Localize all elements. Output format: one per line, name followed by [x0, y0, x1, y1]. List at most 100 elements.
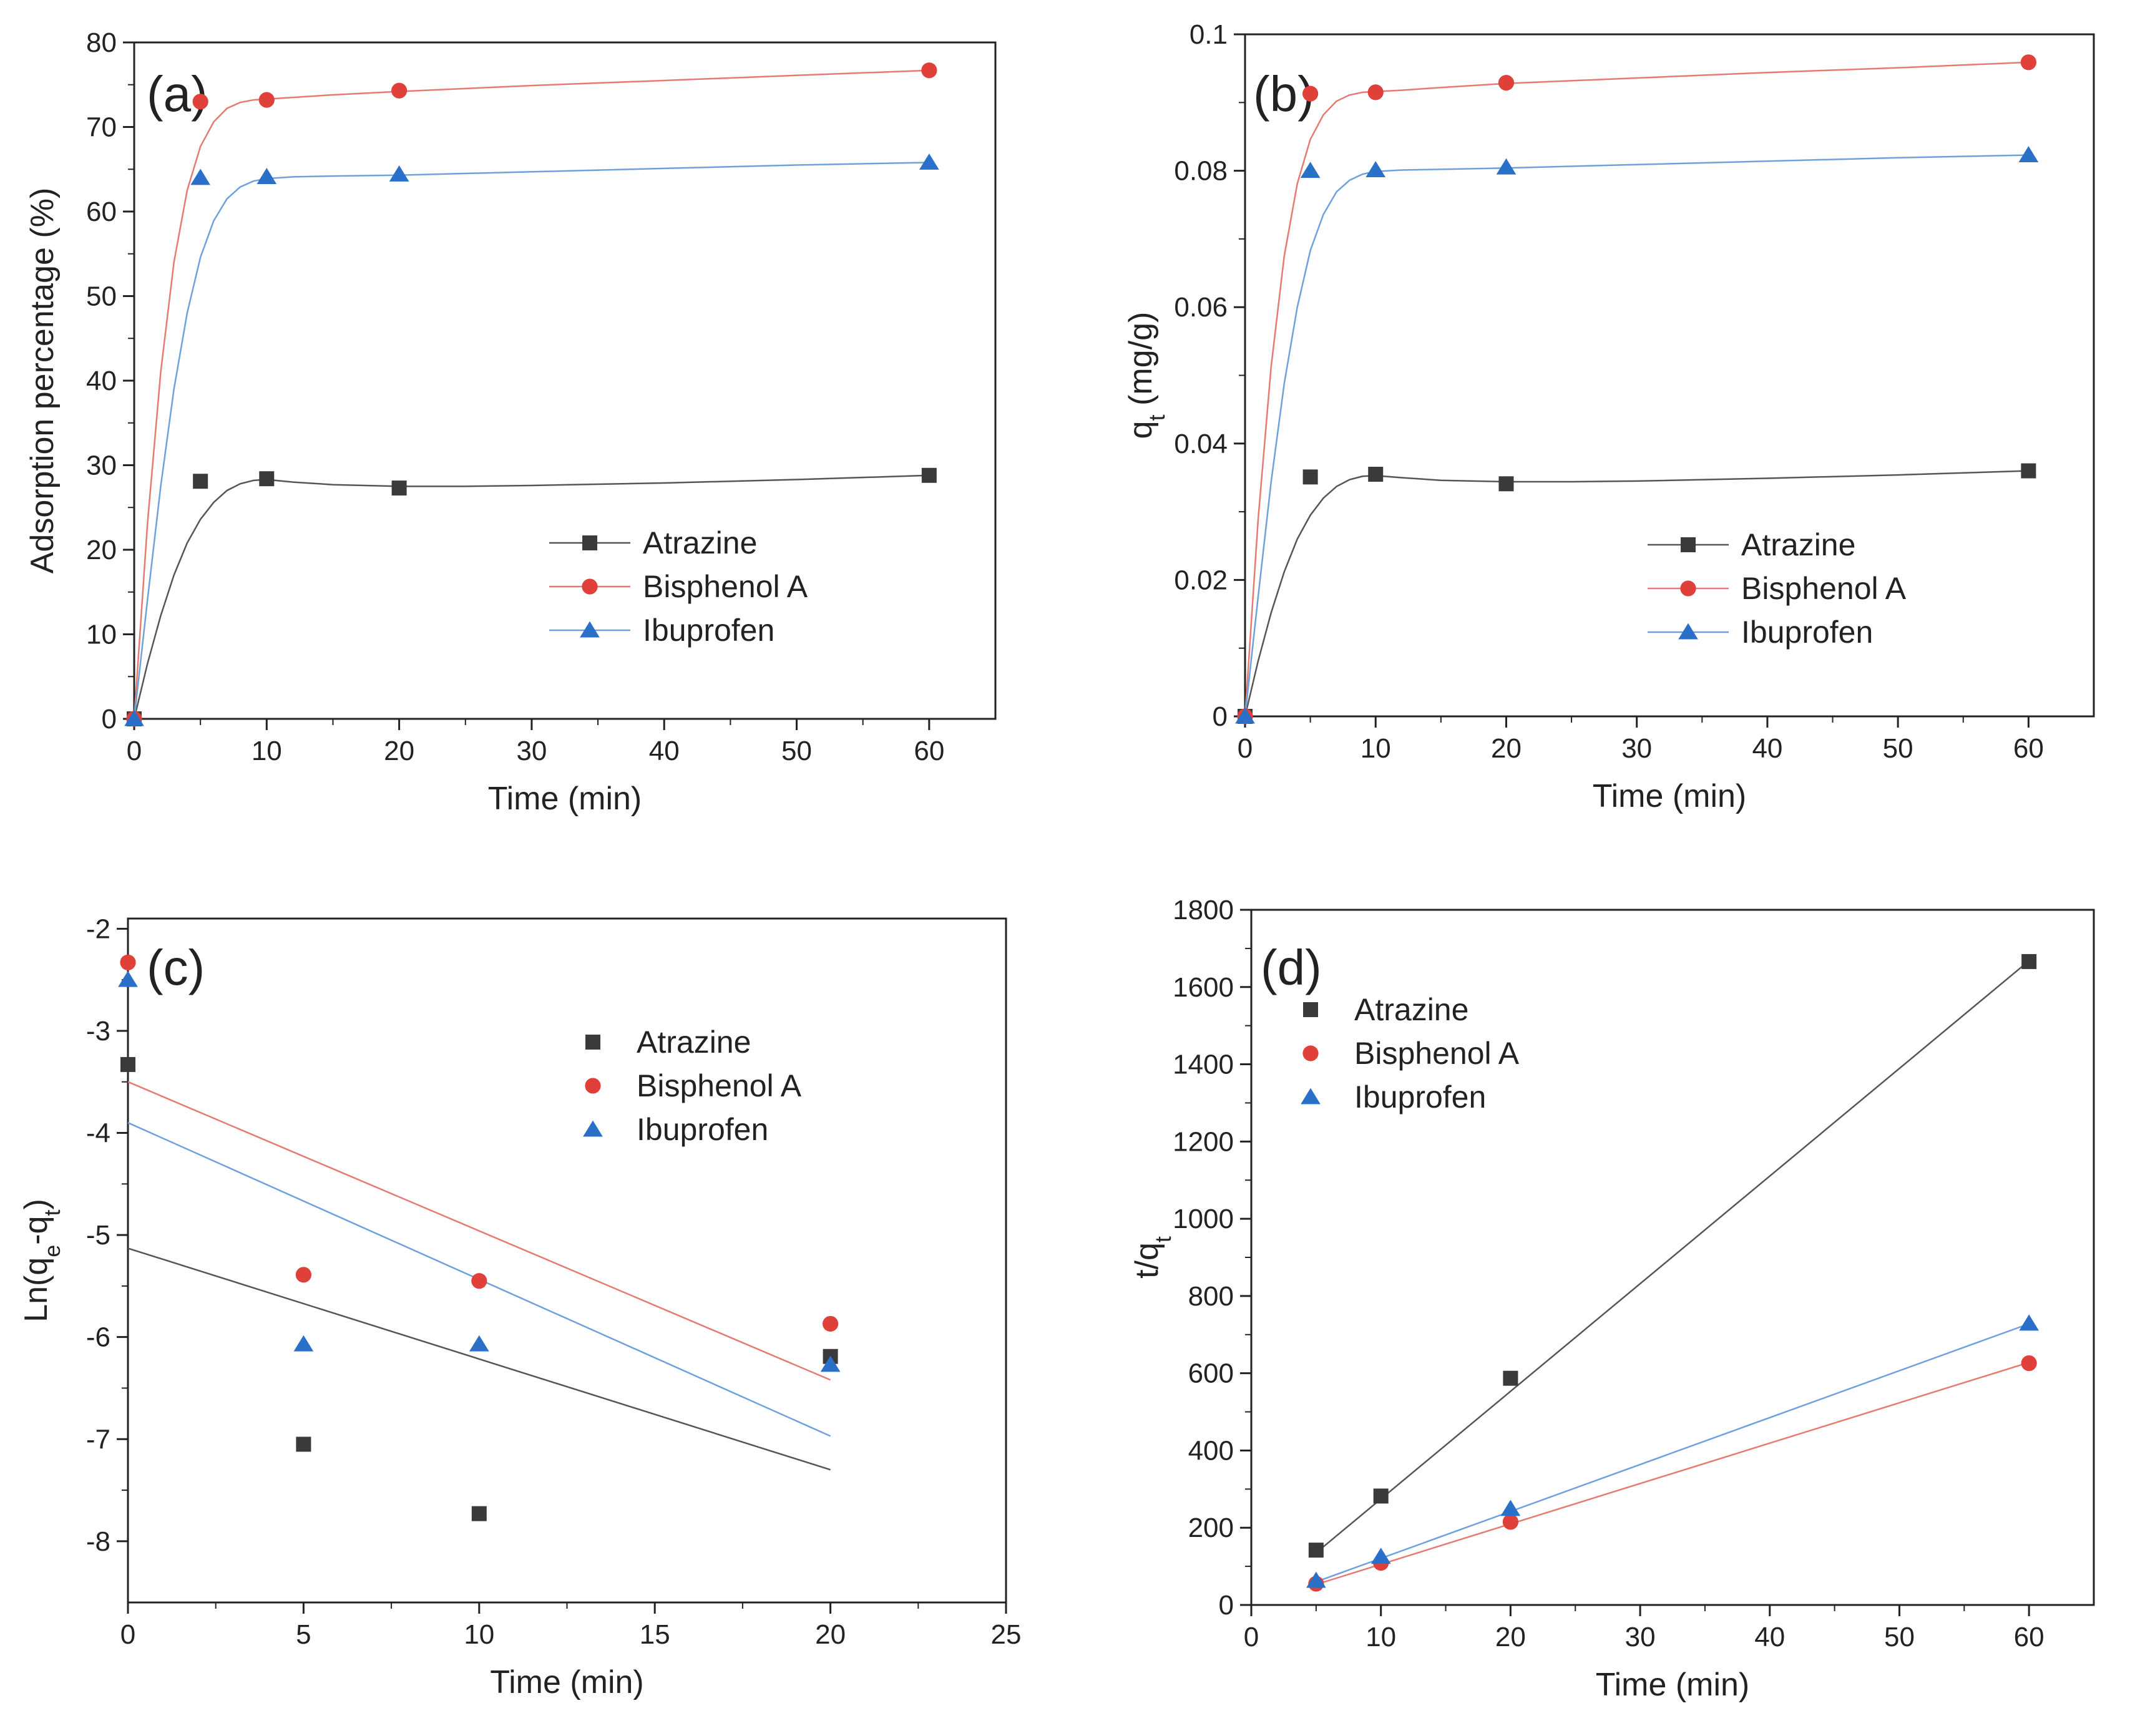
data-point-b-bisphenol-a-3 [1498, 75, 1515, 91]
legend-label-d-bisphenol-a: Bisphenol A [1354, 1036, 1520, 1071]
x-tick-label-c-2: 10 [464, 1619, 494, 1650]
data-point-b-atrazine-3 [1498, 476, 1514, 492]
y-tick-label-b-0: 0 [1213, 701, 1228, 732]
y-tick-label-a-6: 60 [86, 197, 117, 227]
data-point-c-ibuprofen-0 [118, 970, 138, 987]
data-point-b-ibuprofen-1 [1300, 162, 1321, 178]
x-tick-label-b-6: 60 [2013, 733, 2044, 764]
data-point-d-atrazine-2 [1503, 1370, 1518, 1386]
y-tick-label-a-2: 20 [86, 535, 117, 565]
y-tick-label-a-4: 40 [86, 366, 117, 396]
y-tick-label-b-1: 0.02 [1174, 565, 1228, 595]
panel-label-d: (d) [1261, 940, 1322, 995]
y-axis-title-c-ylabel-mid: -q [18, 1216, 54, 1244]
y-tick-label-c-6: -2 [86, 914, 110, 944]
y-axis-title-a: Adsorption percentage (%) [24, 188, 61, 574]
x-tick-label-d-2: 20 [1495, 1622, 1526, 1652]
data-point-a-ibuprofen-4 [919, 154, 939, 170]
y-tick-label-d-4: 800 [1188, 1281, 1234, 1312]
data-point-b-atrazine-2 [1368, 466, 1384, 482]
legend-marker-b-ibuprofen [1678, 623, 1698, 640]
y-tick-label-a-3: 30 [86, 451, 117, 481]
x-axis-title-a: Time (min) [488, 781, 642, 817]
legend-label-c-bisphenol-a: Bisphenol A [637, 1068, 802, 1103]
y-axis-title-c: Ln(qe-qt) [18, 1199, 65, 1322]
data-point-b-ibuprofen-2 [1366, 161, 1386, 178]
fit-line-b-ibuprofen [1244, 154, 2029, 717]
y-tick-label-c-2: -6 [86, 1322, 110, 1353]
y-tick-label-b-4: 0.08 [1174, 156, 1228, 187]
data-point-a-ibuprofen-3 [389, 165, 409, 182]
legend-marker-b-atrazine [1681, 537, 1696, 552]
data-point-c-ibuprofen-2 [469, 1335, 489, 1352]
legend-label-c-ibuprofen: Ibuprofen [637, 1112, 768, 1147]
y-tick-label-b-5: 0.1 [1190, 19, 1228, 50]
y-tick-label-d-2: 400 [1188, 1435, 1234, 1466]
y-tick-label-a-1: 10 [86, 620, 117, 650]
data-point-c-bisphenol-a-3 [823, 1315, 839, 1332]
y-axis-title-a-ylabel: Adsorption percentage (%) [24, 188, 61, 574]
legend-label-d-atrazine: Atrazine [1354, 992, 1468, 1027]
y-axis-title-b-ylabel-tail: (mg/g) [1123, 312, 1159, 415]
data-point-a-atrazine-1 [193, 474, 208, 489]
x-tick-label-d-3: 30 [1625, 1622, 1656, 1652]
legend-label-b-atrazine: Atrazine [1741, 527, 1855, 562]
legend-marker-a-atrazine [582, 535, 597, 550]
y-tick-label-d-7: 1400 [1173, 1050, 1234, 1080]
y-tick-label-d-8: 1600 [1173, 972, 1234, 1003]
x-tick-label-a-4: 40 [649, 736, 680, 766]
legend-label-a-ibuprofen: Ibuprofen [643, 613, 774, 648]
x-tick-label-b-5: 50 [1883, 733, 1913, 764]
x-tick-label-d-5: 50 [1884, 1622, 1915, 1652]
y-axis-title-d: t/qt [1129, 1236, 1176, 1279]
panel-c: (c) 0 5 10 15 20 25 -8 -7 -6 -5 -4 -3 -2 Time (min) Ln… [18, 914, 1021, 1700]
y-axis-title-c-ylabel-sub2: t [39, 1209, 65, 1216]
legend-label-c-atrazine: Atrazine [637, 1025, 751, 1060]
data-point-c-bisphenol-a-1 [295, 1267, 311, 1283]
fit-line-a-bisphenol-a [133, 69, 929, 719]
y-axis-title-c-ylabel: Ln(q [18, 1257, 54, 1322]
legend-label-a-atrazine: Atrazine [643, 525, 757, 560]
data-point-c-bisphenol-a-2 [471, 1273, 487, 1289]
data-point-a-bisphenol-a-4 [921, 62, 937, 79]
legend-marker-c-atrazine [585, 1035, 600, 1050]
x-tick-label-b-2: 20 [1491, 733, 1522, 764]
y-axis-title-b-ylabel: q [1123, 421, 1159, 439]
y-tick-label-b-3: 0.06 [1174, 292, 1228, 323]
x-tick-label-c-1: 5 [296, 1619, 311, 1650]
y-tick-label-a-8: 80 [86, 27, 117, 58]
legend-marker-d-bisphenol-a [1302, 1045, 1319, 1061]
data-point-d-atrazine-0 [1308, 1543, 1324, 1558]
x-tick-label-b-3: 30 [1621, 733, 1652, 764]
y-tick-label-b-2: 0.04 [1174, 429, 1228, 459]
x-tick-label-c-4: 20 [815, 1619, 846, 1650]
data-point-b-ibuprofen-3 [1496, 158, 1517, 175]
panel-d: (d) 0 10 20 30 40 50 6002004006008001000120014… [1129, 895, 2095, 1703]
fit-line-b-bisphenol-a [1244, 61, 2029, 717]
y-tick-label-a-5: 50 [86, 281, 117, 312]
fit-line-b-atrazine [1244, 470, 2029, 717]
panel-label-a: (a) [147, 66, 208, 122]
fit-line-c-bisphenol-a [127, 1081, 831, 1381]
x-tick-label-b-0: 0 [1238, 733, 1253, 764]
y-axis-title-c-ylabel-sub: e [39, 1245, 65, 1257]
data-point-c-bisphenol-a-0 [120, 954, 136, 970]
x-tick-label-d-6: 60 [2014, 1622, 2045, 1652]
fit-line-d-bisphenol-a [1316, 1362, 2030, 1586]
data-point-a-bisphenol-a-3 [391, 82, 408, 99]
y-tick-label-d-6: 1200 [1173, 1126, 1234, 1157]
data-point-c-ibuprofen-1 [293, 1335, 314, 1352]
y-tick-label-d-0: 0 [1219, 1590, 1234, 1621]
x-tick-label-c-0: 0 [120, 1619, 135, 1650]
y-tick-label-c-3: -5 [86, 1220, 110, 1251]
data-point-a-ibuprofen-0 [124, 710, 144, 726]
x-tick-label-d-0: 0 [1244, 1622, 1259, 1652]
legend-label-b-ibuprofen: Ibuprofen [1741, 615, 1873, 650]
legend-marker-d-atrazine [1303, 1002, 1318, 1017]
fit-line-c-atrazine [127, 1247, 831, 1471]
data-point-b-bisphenol-a-1 [1302, 85, 1319, 102]
data-point-c-atrazine-1 [296, 1436, 311, 1452]
x-axis-title-c: Time (min) [490, 1664, 644, 1700]
